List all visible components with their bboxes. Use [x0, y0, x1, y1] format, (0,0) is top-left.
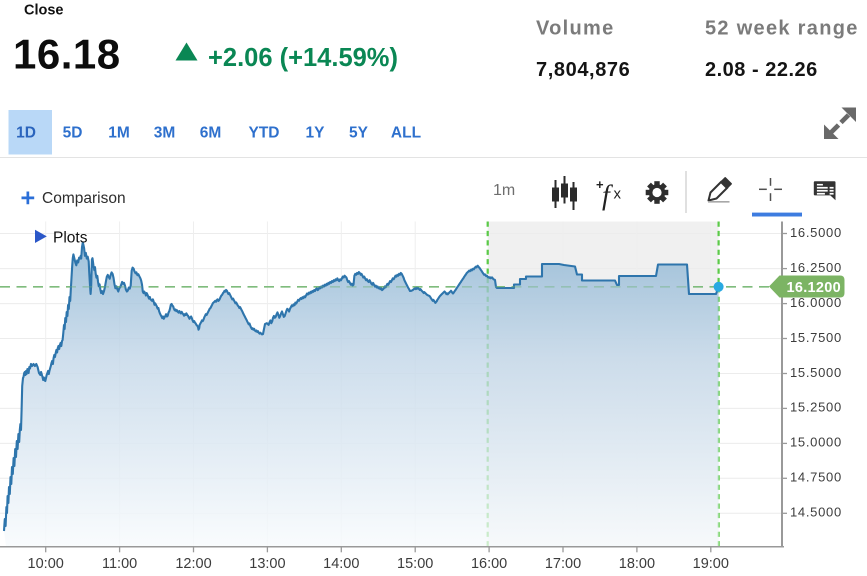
svg-text:Plots: Plots: [53, 230, 88, 247]
svg-text:16.1200: 16.1200: [787, 280, 842, 296]
svg-text:17:00: 17:00: [545, 556, 581, 572]
svg-text:11:00: 11:00: [102, 556, 137, 572]
svg-text:16.0000: 16.0000: [790, 295, 842, 310]
svg-text:1M: 1M: [108, 125, 130, 142]
svg-text:16.5000: 16.5000: [790, 225, 842, 240]
svg-text:12:00: 12:00: [175, 556, 211, 572]
svg-text:15.0000: 15.0000: [790, 435, 842, 450]
svg-text:+: +: [596, 177, 604, 192]
svg-text:3M: 3M: [154, 125, 176, 142]
svg-text:16:00: 16:00: [471, 556, 507, 572]
svg-text:Volume: Volume: [536, 18, 615, 40]
svg-text:f: f: [602, 181, 613, 212]
svg-text:Comparison: Comparison: [42, 190, 126, 207]
svg-text:7,804,876: 7,804,876: [536, 59, 630, 81]
svg-text:1m: 1m: [493, 182, 515, 199]
svg-text:18:00: 18:00: [619, 556, 655, 572]
svg-text:5D: 5D: [63, 125, 83, 142]
svg-text:ALL: ALL: [391, 125, 421, 142]
svg-text:+2.06 (+14.59%): +2.06 (+14.59%): [208, 44, 398, 72]
svg-text:YTD: YTD: [249, 125, 280, 142]
svg-text:6M: 6M: [200, 125, 222, 142]
svg-text:16.2500: 16.2500: [790, 260, 842, 275]
svg-text:15.2500: 15.2500: [790, 400, 842, 415]
svg-text:5Y: 5Y: [349, 125, 369, 142]
svg-text:15.5000: 15.5000: [790, 365, 842, 380]
svg-text:19:00: 19:00: [693, 556, 729, 572]
svg-text:14.7500: 14.7500: [790, 470, 842, 485]
svg-text:1Y: 1Y: [306, 125, 326, 142]
svg-text:Close: Close: [24, 3, 64, 19]
svg-text:14.5000: 14.5000: [790, 505, 842, 520]
svg-text:13:00: 13:00: [249, 556, 285, 572]
svg-text:14:00: 14:00: [323, 556, 359, 572]
svg-text:16.18: 16.18: [13, 31, 121, 78]
svg-text:52 week range: 52 week range: [705, 18, 859, 40]
svg-text:x: x: [614, 186, 622, 203]
svg-text:15.7500: 15.7500: [790, 330, 842, 345]
svg-text:1D: 1D: [16, 125, 36, 142]
svg-text:15:00: 15:00: [397, 556, 433, 572]
svg-text:10:00: 10:00: [28, 556, 64, 572]
svg-text:2.08 - 22.26: 2.08 - 22.26: [705, 59, 818, 81]
